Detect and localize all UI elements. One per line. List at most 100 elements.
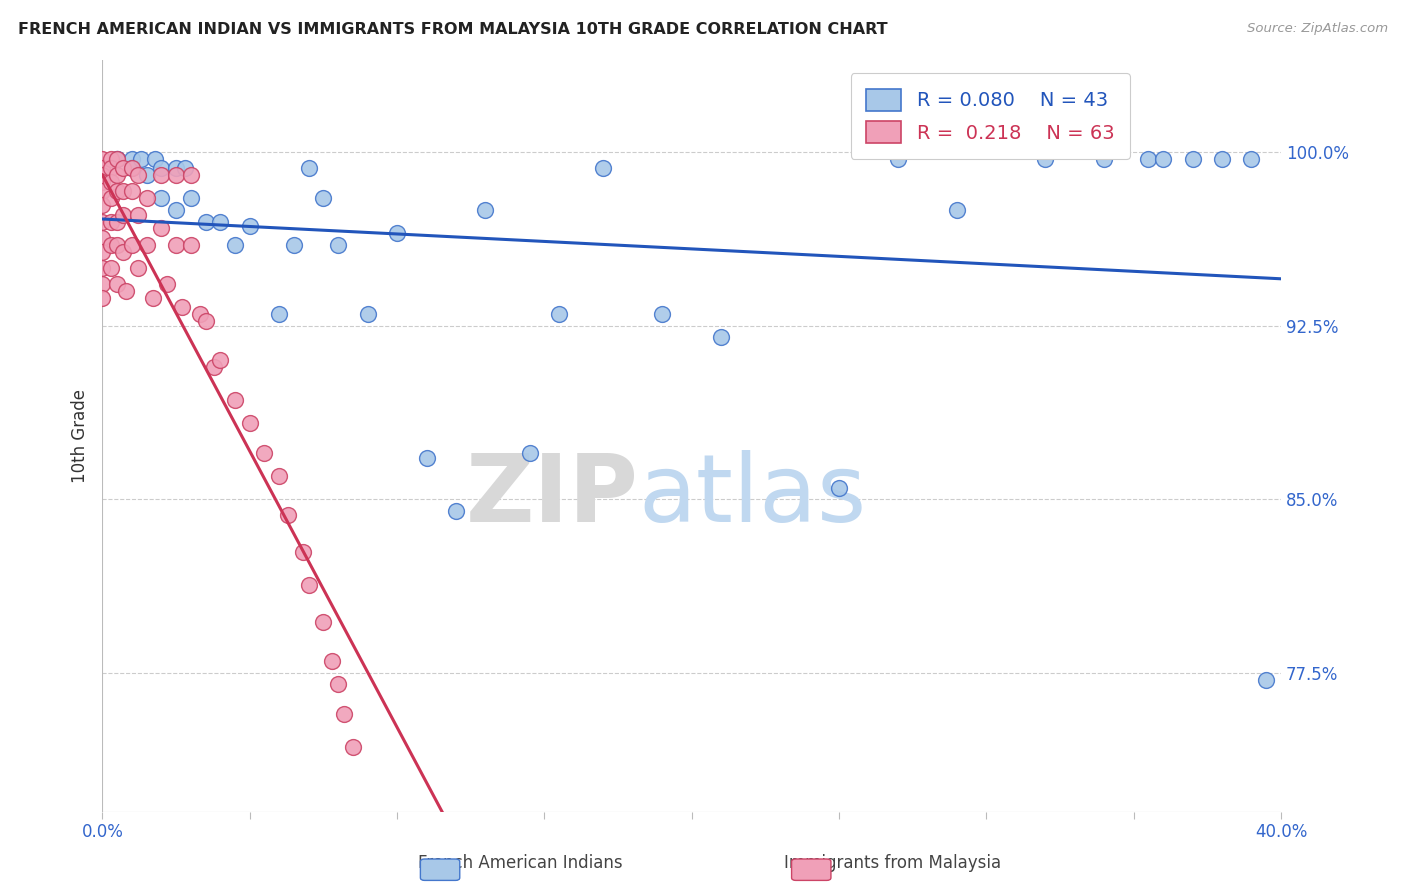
Point [474, 202, 496, 217]
Point [100, 175, 122, 189]
Point [415, 450, 437, 465]
Point [121, 161, 143, 176]
Point [91, 260, 114, 275]
Point [112, 208, 135, 222]
Point [105, 237, 128, 252]
Point [1033, 152, 1056, 166]
Point [385, 226, 408, 240]
Point [1240, 152, 1263, 166]
Point [100, 214, 122, 228]
Point [105, 152, 128, 166]
Point [224, 392, 246, 407]
Point [356, 307, 378, 321]
Point [129, 152, 152, 166]
Point [202, 360, 225, 375]
Point [1137, 152, 1160, 166]
Point [121, 185, 143, 199]
Point [121, 152, 143, 166]
Point [946, 202, 969, 217]
Point [127, 260, 149, 275]
Point [239, 416, 262, 430]
Point [91, 175, 114, 189]
Point [91, 198, 114, 212]
Point [312, 615, 335, 629]
Point [112, 244, 135, 259]
Point [326, 677, 349, 691]
Point [321, 654, 343, 668]
Point [91, 185, 114, 199]
Point [150, 169, 173, 183]
Point [150, 161, 173, 176]
Point [165, 202, 187, 217]
Point [121, 237, 143, 252]
Point [342, 739, 364, 754]
Point [165, 161, 187, 176]
Point [312, 191, 335, 205]
Point [100, 237, 122, 252]
Point [100, 161, 122, 176]
Point [105, 152, 128, 166]
Point [180, 191, 202, 205]
Point [115, 284, 138, 298]
Point [239, 219, 262, 234]
Point [105, 185, 128, 199]
Point [188, 307, 211, 321]
Point [1181, 152, 1204, 166]
Point [253, 446, 276, 460]
Text: FRENCH AMERICAN INDIAN VS IMMIGRANTS FROM MALAYSIA 10TH GRADE CORRELATION CHART: FRENCH AMERICAN INDIAN VS IMMIGRANTS FRO… [18, 22, 889, 37]
Point [100, 152, 122, 166]
Point [150, 191, 173, 205]
Point [105, 277, 128, 291]
Point [180, 169, 202, 183]
Point [91, 169, 114, 183]
Point [105, 214, 128, 228]
Point [444, 504, 467, 518]
Point [548, 307, 571, 321]
Point [100, 191, 122, 205]
Point [112, 161, 135, 176]
Point [105, 152, 128, 166]
Y-axis label: 10th Grade: 10th Grade [72, 389, 89, 483]
Point [156, 277, 179, 291]
Point [121, 161, 143, 176]
Point [91, 244, 114, 259]
Point [592, 161, 614, 176]
Point [298, 161, 321, 176]
Point [91, 277, 114, 291]
Point [170, 300, 193, 314]
Point [283, 237, 305, 252]
Text: ZIP: ZIP [465, 450, 638, 541]
Point [174, 161, 197, 176]
Point [91, 161, 114, 176]
Point [165, 169, 187, 183]
Point [105, 169, 128, 183]
Point [135, 237, 157, 252]
Point [1211, 152, 1233, 166]
Point [91, 291, 114, 305]
Point [209, 214, 232, 228]
Point [1256, 673, 1278, 687]
Point [298, 578, 321, 592]
Point [209, 353, 232, 368]
Point [333, 707, 356, 722]
Point [135, 169, 157, 183]
Point [651, 307, 673, 321]
Text: Immigrants from Malaysia: Immigrants from Malaysia [785, 855, 1001, 872]
Point [269, 307, 291, 321]
Point [135, 191, 157, 205]
Point [194, 314, 217, 328]
Point [194, 214, 217, 228]
Point [180, 237, 202, 252]
Point [828, 481, 851, 495]
Point [127, 169, 149, 183]
Point [150, 221, 173, 235]
Point [224, 237, 246, 252]
Point [519, 446, 541, 460]
Point [145, 152, 167, 166]
Point [291, 545, 314, 559]
Point [100, 260, 122, 275]
Point [91, 231, 114, 245]
Point [91, 214, 114, 228]
Point [165, 237, 187, 252]
Legend: R = 0.080    N = 43, R =  0.218    N = 63: R = 0.080 N = 43, R = 0.218 N = 63 [851, 73, 1130, 159]
